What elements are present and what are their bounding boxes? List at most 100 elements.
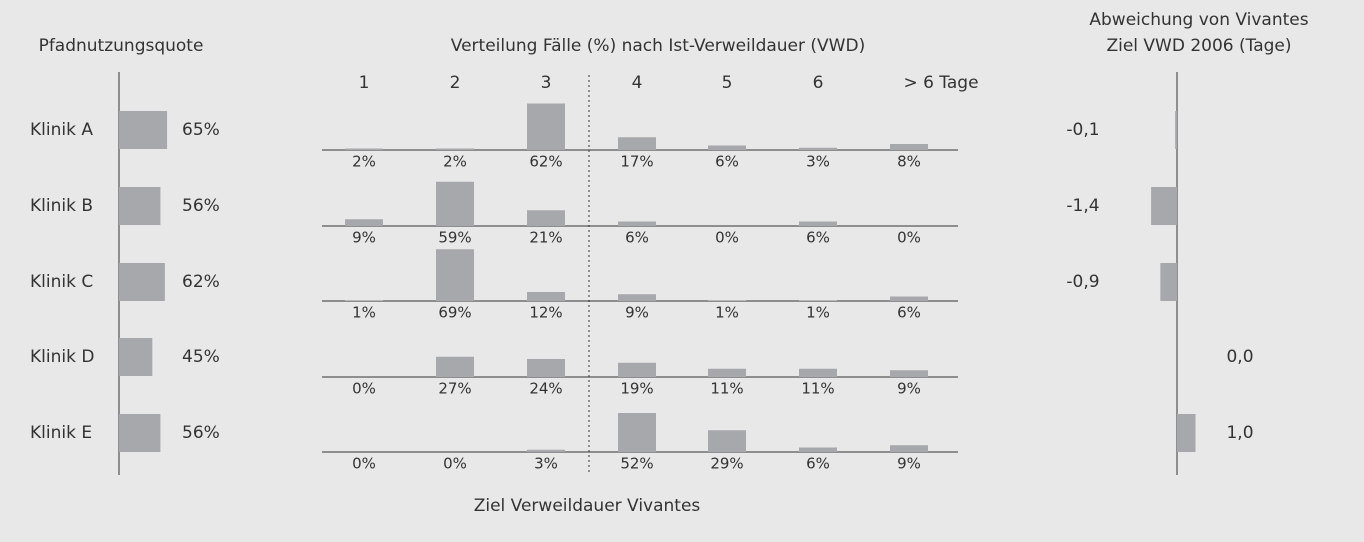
bar: [799, 368, 837, 377]
bar: [119, 111, 168, 149]
bar: [527, 210, 565, 226]
bar: [1177, 414, 1196, 452]
value-label: 45%: [182, 347, 220, 367]
value-label: 3%: [806, 153, 830, 171]
bar: [799, 147, 837, 150]
bar: [527, 292, 565, 301]
bar: [119, 414, 161, 452]
value-label: 9%: [352, 229, 376, 247]
value-label: 62%: [182, 272, 220, 292]
chart-title: Ziel VWD 2006 (Tage): [1106, 36, 1291, 56]
value-label: 0,0: [1226, 347, 1253, 367]
x-tick-label: 4: [632, 73, 643, 93]
bar: [708, 430, 746, 452]
value-label: 6%: [806, 229, 830, 247]
bar: [527, 103, 565, 150]
bar: [618, 362, 656, 377]
value-label: 21%: [529, 229, 562, 247]
bar: [618, 221, 656, 226]
bar: [799, 300, 837, 301]
value-label: 1%: [715, 304, 739, 322]
x-tick-label: 1: [359, 73, 370, 93]
value-label: 0%: [352, 380, 376, 398]
chart-title: Pfadnutzungsquote: [39, 36, 204, 56]
value-label: 6%: [715, 153, 739, 171]
value-label: 6%: [897, 304, 921, 322]
value-label: 0%: [352, 455, 376, 473]
value-label: 11%: [801, 380, 834, 398]
annotation: Ziel Verweildauer Vivantes: [474, 496, 701, 516]
bar: [618, 137, 656, 150]
bar: [890, 445, 928, 452]
value-label: 2%: [443, 153, 467, 171]
bar: [119, 338, 153, 376]
bar: [119, 187, 161, 225]
value-label: 19%: [620, 380, 653, 398]
category-label: Klinik B: [30, 196, 93, 216]
value-label: 0%: [443, 455, 467, 473]
category-label: Klinik D: [30, 347, 94, 367]
value-label: 62%: [529, 153, 562, 171]
value-label: -0,9: [1066, 272, 1099, 292]
bar: [708, 368, 746, 377]
value-label: 12%: [529, 304, 562, 322]
value-label: 65%: [182, 120, 220, 140]
value-label: 1,0: [1226, 423, 1253, 443]
value-label: 52%: [620, 455, 653, 473]
value-label: 24%: [529, 380, 562, 398]
bar: [345, 300, 383, 301]
value-label: 6%: [625, 229, 649, 247]
value-label: 0%: [715, 229, 739, 247]
bar: [345, 148, 383, 150]
x-tick-label: 6: [813, 73, 824, 93]
value-label: 2%: [352, 153, 376, 171]
value-label: 17%: [620, 153, 653, 171]
bar: [890, 144, 928, 150]
value-label: 1%: [806, 304, 830, 322]
value-label: 27%: [438, 380, 471, 398]
bar: [436, 148, 474, 150]
bar: [618, 413, 656, 452]
value-label: 56%: [182, 423, 220, 443]
value-label: 3%: [534, 455, 558, 473]
bar: [436, 356, 474, 377]
value-label: -0,1: [1066, 120, 1099, 140]
category-label: Klinik E: [30, 423, 92, 443]
value-label: 0%: [897, 229, 921, 247]
value-label: -1,4: [1066, 196, 1099, 216]
category-label: Klinik A: [30, 120, 93, 140]
chart-title: Verteilung Fälle (%) nach Ist-Verweildau…: [451, 36, 865, 56]
value-label: 9%: [625, 304, 649, 322]
value-label: 1%: [352, 304, 376, 322]
bar: [618, 294, 656, 301]
x-tick-label: 3: [541, 73, 552, 93]
bar: [527, 449, 565, 452]
bar: [345, 219, 383, 226]
bar: [708, 300, 746, 301]
bar: [436, 181, 474, 226]
bar: [527, 359, 565, 377]
bar: [119, 263, 165, 301]
x-tick-label: 2: [450, 73, 461, 93]
bar: [799, 221, 837, 226]
value-label: 69%: [438, 304, 471, 322]
bar: [1175, 111, 1177, 149]
value-label: 9%: [897, 455, 921, 473]
chart-title: Abweichung von Vivantes: [1089, 10, 1308, 30]
bar: [436, 249, 474, 301]
value-label: 6%: [806, 455, 830, 473]
bar: [799, 447, 837, 452]
value-label: 29%: [710, 455, 743, 473]
bar: [1151, 187, 1177, 225]
bar: [890, 370, 928, 377]
x-tick-label: 5: [722, 73, 733, 93]
value-label: 8%: [897, 153, 921, 171]
category-label: Klinik C: [30, 272, 93, 292]
value-label: 56%: [182, 196, 220, 216]
value-label: 59%: [438, 229, 471, 247]
bar: [708, 145, 746, 150]
value-label: 9%: [897, 380, 921, 398]
value-label: 11%: [710, 380, 743, 398]
